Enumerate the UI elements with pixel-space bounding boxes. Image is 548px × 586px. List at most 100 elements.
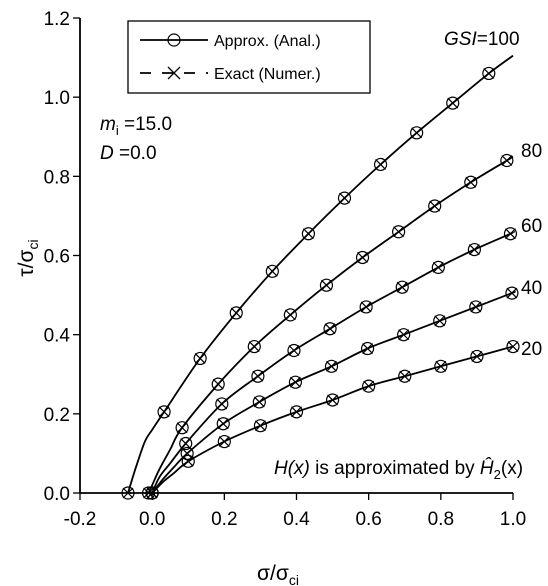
approx-marker-gsi20: [398, 369, 412, 383]
exact-marker-gsi80: [176, 422, 188, 434]
param-mi: mi =15.0: [100, 114, 172, 138]
legend-exact-marker: [167, 66, 181, 80]
approx-marker-gsi80: [464, 175, 478, 189]
markers: [121, 66, 520, 500]
exact-marker-gsi40: [506, 287, 518, 299]
exact-marker-gsi100: [230, 307, 242, 319]
approx-marker-gsi100: [193, 351, 207, 366]
approx-marker-gsi60: [395, 280, 409, 294]
approx-marker-gsi40: [397, 328, 411, 342]
approx-marker-gsi100: [373, 157, 388, 172]
exact-marker-gsi80: [357, 252, 368, 263]
exact-marker-gsi80: [429, 200, 441, 212]
tick-labels: -0.2 0.0 0.2 0.4 0.6 0.8 1.0 0.0 0.2 0.4 0.6 0.8 1.0…: [44, 9, 527, 530]
approx-marker-gsi40: [469, 300, 483, 314]
approx-marker-gsi20: [506, 339, 520, 354]
exact-marker-gsi40: [434, 315, 446, 327]
exact-marker-gsi100: [194, 352, 206, 364]
exact-marker-gsi80: [212, 378, 224, 390]
x-tick-label: 1.0: [500, 509, 526, 530]
y-tick-label: 0.8: [44, 167, 70, 188]
exact-marker-gsi20: [327, 394, 339, 406]
approx-marker-gsi100: [157, 405, 171, 419]
exact-marker-gsi20: [146, 487, 158, 499]
approx-marker-gsi40: [252, 395, 266, 409]
approx-marker-gsi40: [216, 417, 230, 431]
approx-marker-gsi40: [324, 359, 339, 373]
exact-marker-gsi100: [158, 406, 170, 418]
approx-marker-gsi40: [360, 341, 375, 356]
exact-marker-gsi40: [470, 301, 482, 313]
series-line-gsi60: [151, 230, 515, 494]
param-d: D =0.0: [100, 143, 157, 164]
exact-marker-gsi20: [363, 380, 375, 392]
approx-marker-gsi20: [253, 419, 268, 433]
approx-marker-gsi40: [288, 375, 303, 389]
exact-marker-gsi60: [396, 281, 408, 293]
exact-marker-gsi20: [507, 341, 519, 352]
legend-box: [127, 20, 371, 94]
approx-marker-gsi60: [323, 322, 337, 336]
approx-marker-gsi60: [359, 300, 373, 314]
approx-marker-gsi100: [121, 486, 135, 500]
approx-marker-gsi100: [446, 96, 460, 110]
approx-marker-gsi20: [289, 405, 304, 419]
approx-marker-gsi80: [355, 250, 370, 265]
y-tick-label: 1.2: [44, 9, 70, 30]
exact-marker-gsi20: [182, 455, 194, 467]
legend-entry-approx: Approx. (Anal.): [140, 33, 321, 50]
x-tick-label: 0.4: [283, 509, 310, 530]
approx-marker-gsi60: [431, 260, 445, 274]
x-tick-label: -0.2: [64, 509, 97, 530]
x-tick-label: 0.0: [139, 509, 165, 530]
exact-marker-gsi100: [339, 192, 350, 204]
approx-marker-gsi100: [229, 306, 243, 320]
exact-marker-gsi40: [398, 329, 410, 341]
x-tick-label: 0.8: [428, 509, 454, 530]
approx-marker-gsi20: [470, 349, 484, 364]
exact-marker-gsi20: [254, 420, 266, 432]
approx-marker-gsi80: [283, 308, 297, 322]
approx-marker-gsi20: [362, 379, 376, 393]
approx-marker-gsi80: [392, 225, 406, 239]
approx-marker-gsi40: [433, 314, 447, 328]
exact-marker-gsi40: [326, 360, 337, 372]
approx-marker-gsi60: [467, 242, 481, 257]
approx-marker-gsi20: [181, 454, 195, 468]
exact-marker-gsi20: [218, 436, 230, 447]
approximation-note: H(x) is approximated by Ĥ2(x): [274, 457, 523, 482]
approx-marker-gsi80: [428, 199, 442, 213]
approx-marker-gsi20: [217, 434, 231, 449]
exact-marker-gsi100: [447, 97, 459, 109]
exact-marker-gsi40: [289, 376, 301, 388]
exact-marker-gsi60: [432, 261, 444, 273]
x-tick-label: 0.6: [355, 509, 381, 530]
approx-marker-gsi100: [265, 264, 279, 278]
exact-marker-gsi60: [288, 345, 300, 356]
approx-marker-gsi20: [325, 393, 340, 407]
approx-marker-gsi80: [211, 377, 225, 391]
approx-marker-gsi40: [505, 286, 519, 300]
y-axis-label: τ/σci: [15, 239, 41, 276]
y-tick-label: 1.0: [44, 88, 70, 109]
approx-marker-gsi60: [287, 343, 301, 358]
exact-marker-gsi40: [253, 396, 265, 408]
legend-approx-label: Approx. (Anal.): [214, 33, 321, 50]
legend-entry-exact: Exact (Numer.): [140, 66, 321, 83]
approx-marker-gsi100: [301, 227, 316, 241]
y-tick-label: 0.4: [44, 326, 71, 347]
exact-marker-gsi100: [302, 228, 314, 240]
approx-marker-gsi60: [215, 397, 229, 411]
curve-label-gsi20: 20: [521, 339, 542, 360]
curve-label-gsi40: 40: [521, 278, 542, 299]
approx-marker-gsi100: [482, 66, 496, 81]
y-tick-label: 0.2: [44, 405, 70, 426]
exact-marker-gsi100: [483, 67, 495, 79]
approx-marker-gsi80: [319, 278, 334, 292]
approx-marker-gsi80: [175, 421, 189, 435]
exact-marker-gsi80: [284, 309, 296, 321]
series-line-gsi100: [127, 54, 514, 494]
exact-marker-gsi100: [122, 487, 134, 499]
exact-marker-gsi60: [360, 301, 372, 313]
